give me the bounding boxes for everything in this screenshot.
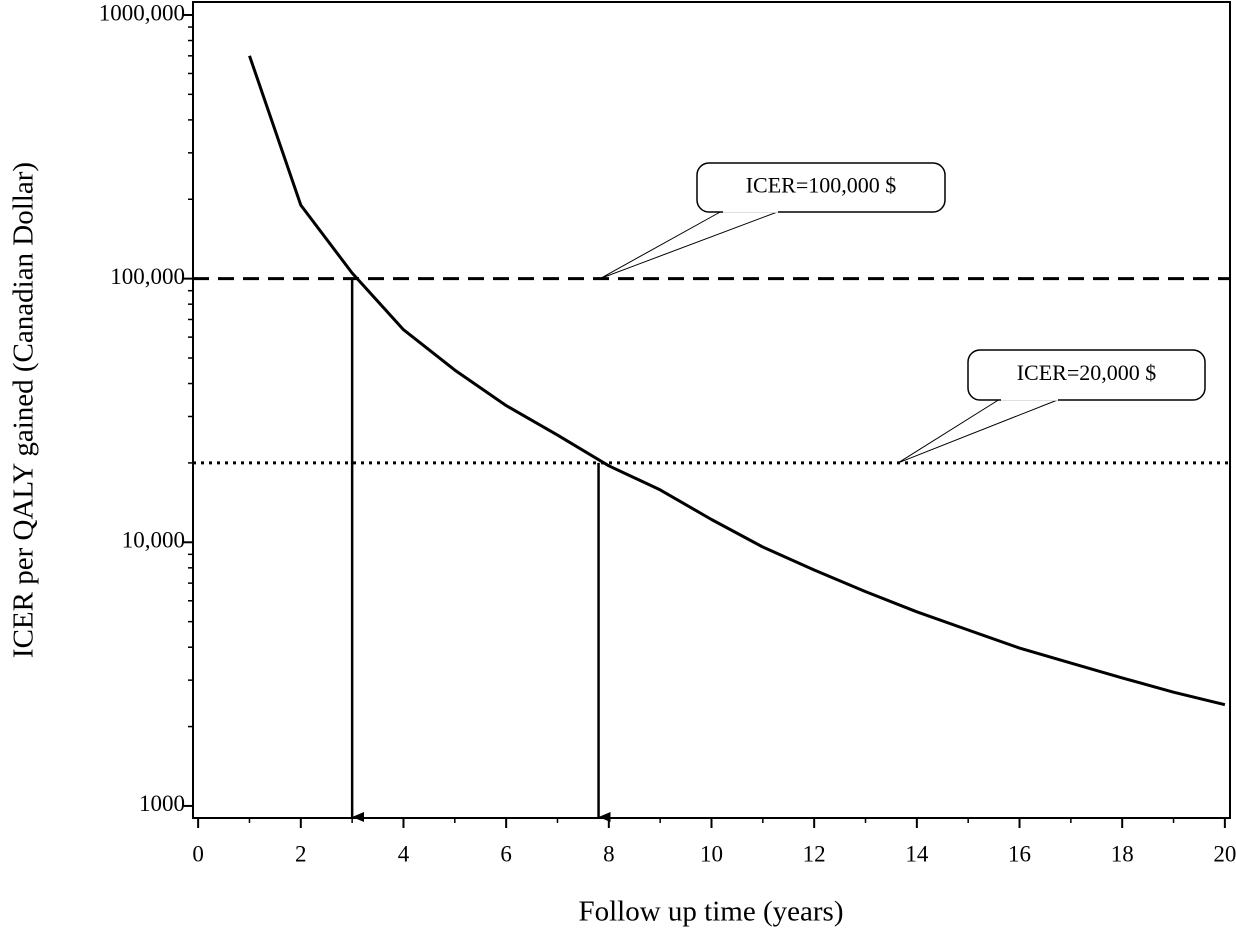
x-tick-label: 14	[905, 841, 929, 866]
y-axis-label: ICER per QALY gained (Canadian Dollar)	[8, 162, 40, 658]
x-tick-label: 12	[803, 841, 826, 866]
callout-pointer	[599, 210, 781, 280]
x-tick-label: 16	[1008, 841, 1031, 866]
callout-text: ICER=20,000 $	[1017, 360, 1157, 385]
x-tick-label: 18	[1111, 841, 1134, 866]
callout-box	[696, 162, 946, 213]
callout-pointer	[897, 398, 1061, 464]
plot-frame	[192, 1, 1231, 819]
curve	[248, 55, 1226, 707]
x-tick-label: 6	[500, 841, 512, 866]
y-tick-label: 1000,000	[99, 0, 185, 25]
x-tick-label: 10	[700, 841, 723, 866]
callout-box	[967, 349, 1206, 401]
y-tick-label: 10,000	[122, 528, 185, 553]
callout-text: ICER=100,000 $	[746, 173, 897, 198]
x-tick-label: 20	[1213, 841, 1236, 866]
x-tick-label: 8	[603, 841, 615, 866]
x-tick-label: 4	[398, 841, 410, 866]
x-axis-label: Follow up time (years)	[579, 896, 844, 928]
x-tick-label: 2	[295, 841, 307, 866]
x-tick-label: 0	[192, 841, 204, 866]
y-tick-label: 100,000	[110, 264, 185, 289]
y-tick-label: 1000	[139, 791, 185, 816]
